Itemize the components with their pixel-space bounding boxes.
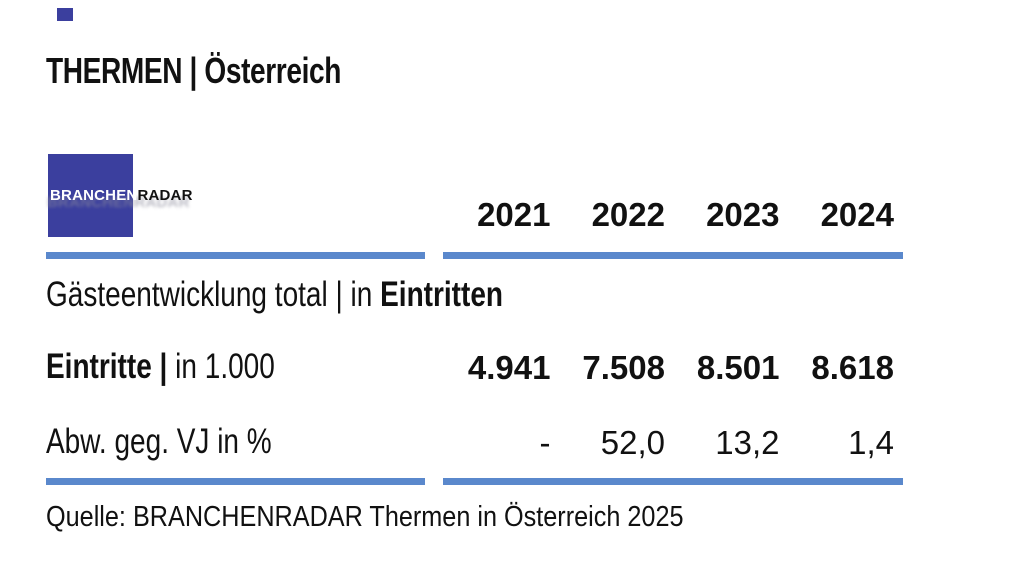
year-header-row: 2021 2022 2023 2024 — [436, 197, 894, 233]
row-label-eintritte: Eintritte | in 1.000 — [46, 348, 332, 386]
eintritte-value-2024: 8.618 — [811, 349, 894, 386]
year-header-2021: 2021 — [477, 196, 551, 233]
bottom-rule-left-segment — [46, 478, 425, 485]
eintritte-value-2022: 7.508 — [582, 349, 665, 386]
page-title-text: THERMEN | Österreich — [46, 50, 341, 91]
eintritte-value-2023: 8.501 — [696, 349, 780, 386]
row-values-abweichung: - 52,0 13,2 1,4 — [436, 424, 895, 461]
corner-accent-square — [57, 8, 73, 21]
page-title: THERMEN | Österreich — [46, 50, 424, 91]
top-rule-left-segment — [46, 252, 425, 259]
abweichung-value-2024: 1,4 — [848, 424, 894, 461]
eintritte-value-2021: 4.941 — [467, 349, 551, 386]
row-values-eintritte: 4.941 7.508 8.501 8.618 — [436, 350, 894, 386]
section-heading-regular: Gästeentwicklung total | in — [46, 275, 381, 314]
year-header-2024: 2024 — [820, 196, 894, 233]
bottom-rule-right-segment — [443, 478, 903, 485]
source-text: Quelle: BRANCHENRADAR Thermen in Österre… — [46, 501, 684, 533]
abweichung-value-2022: 52,0 — [600, 424, 665, 461]
section-heading-bold: Eintritten — [380, 275, 504, 314]
abweichung-value-2021: - — [539, 424, 551, 461]
branchenradar-logo-text: BRANCHENRADAR — [50, 187, 193, 204]
year-header-2023: 2023 — [706, 196, 780, 233]
abweichung-value-2023: 13,2 — [715, 424, 780, 461]
row-label-abweichung: Abw. geg. VJ in % — [46, 422, 272, 461]
row-label-eintritte-bold: Eintritte | — [46, 347, 168, 386]
source-line: Quelle: BRANCHENRADAR Thermen in Österre… — [46, 501, 779, 533]
logo-text-radar: RADAR — [137, 187, 193, 204]
row-label-eintritte-unit: in 1.000 — [167, 347, 275, 386]
logo-text-branchen: BRANCHEN — [50, 187, 138, 204]
table-section-heading: Gästeentwicklung total | in Eintritten — [46, 276, 617, 314]
top-rule-right-segment — [443, 252, 903, 259]
branchenradar-logo-ghost: BRANCHENRADAR — [47, 194, 190, 211]
branchenradar-logo-square — [48, 154, 133, 237]
year-header-2022: 2022 — [591, 196, 665, 233]
